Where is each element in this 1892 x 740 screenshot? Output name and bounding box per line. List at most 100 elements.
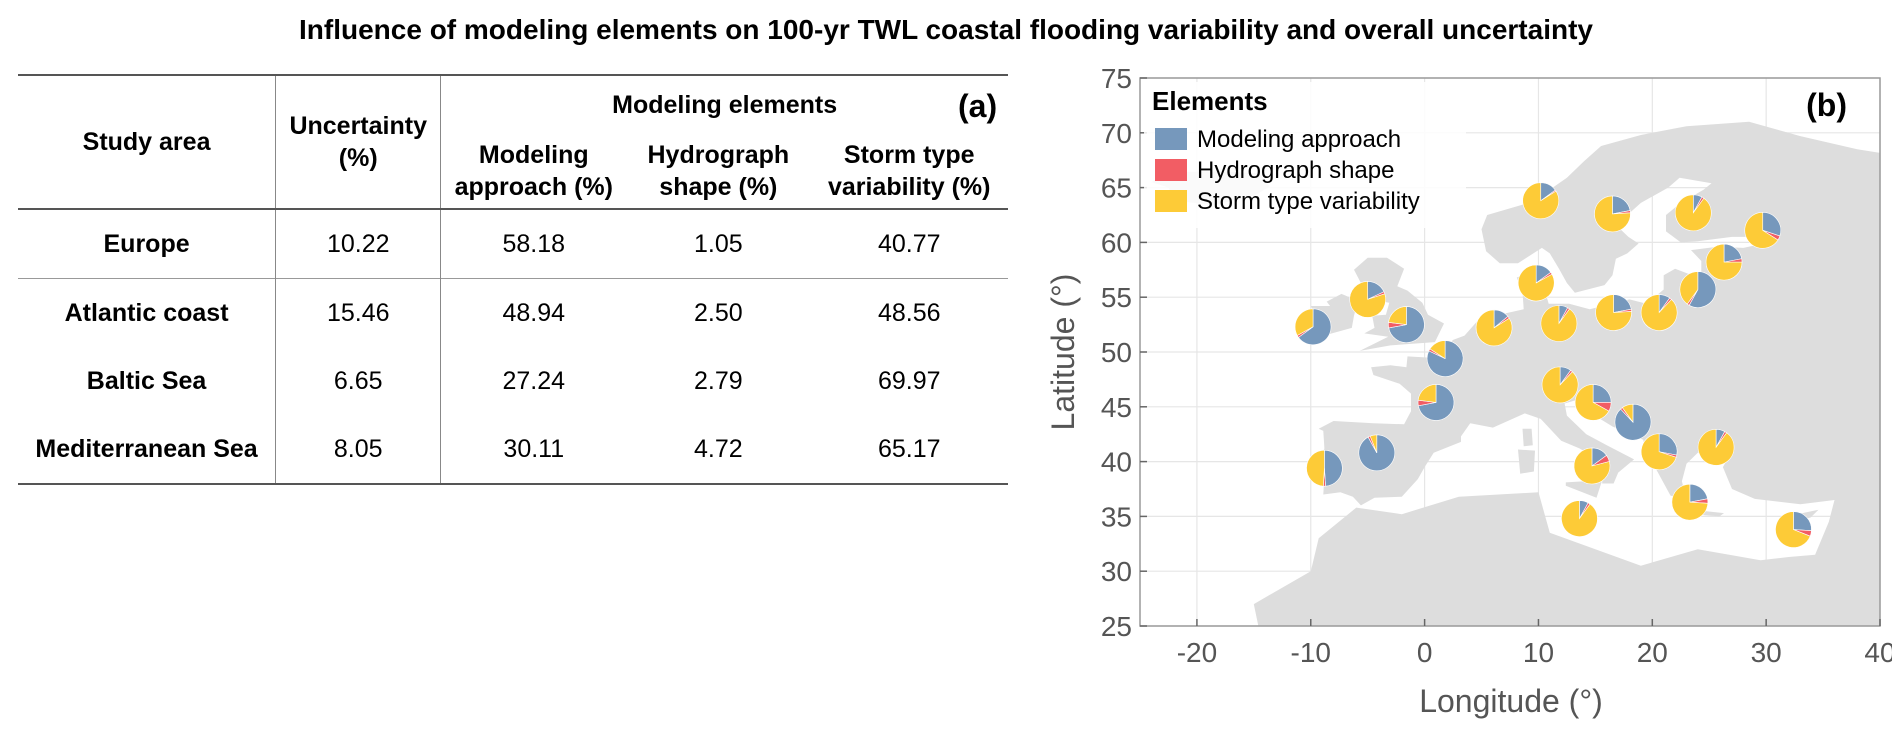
- cell-uncertainty: 6.65: [275, 347, 442, 415]
- x-tick-label: 10: [1523, 637, 1554, 668]
- pie-slice: [1417, 384, 1437, 403]
- pie-marker: [1561, 500, 1598, 537]
- pie-slice: [1369, 434, 1378, 453]
- y-tick-label: 25: [1101, 611, 1132, 642]
- pie-slice: [1540, 305, 1578, 342]
- legend: Elements Modeling approach Hydrograph sh…: [1144, 82, 1466, 228]
- legend-label-modeling: Modeling approach: [1197, 126, 1401, 153]
- pie-slice: [1475, 309, 1513, 347]
- pie-marker: [1349, 281, 1386, 318]
- pie-marker: [1573, 447, 1611, 485]
- pie-marker: [1358, 434, 1396, 472]
- legend-background: [1144, 82, 1466, 228]
- y-tick-label: 50: [1101, 337, 1132, 368]
- pie-slice: [1388, 306, 1407, 325]
- header-hydrograph-shape: Hydrograph shape (%): [626, 134, 811, 210]
- cell-modeling: 30.11: [503, 434, 565, 463]
- legend-label-storm: Storm type variability: [1197, 188, 1420, 215]
- y-tick-label: 65: [1101, 173, 1132, 204]
- table-row: Baltic Sea 6.65 27.24 2.79 69.97: [18, 347, 1008, 415]
- pie-slice: [1541, 366, 1579, 404]
- cell-uncertainty: 15.46: [275, 278, 442, 347]
- y-tick-label: 35: [1101, 501, 1132, 532]
- pie-marker: [1595, 294, 1632, 331]
- pie-slice: [1574, 384, 1610, 421]
- pie-slice: [1324, 449, 1343, 487]
- pie-slice: [1349, 281, 1386, 318]
- cell-modeling: 27.24: [502, 366, 566, 395]
- x-tick-label: -20: [1177, 637, 1217, 668]
- cell-modeling: 48.94: [440, 278, 627, 347]
- pie-slice: [1744, 212, 1779, 249]
- pie-marker: [1640, 433, 1678, 470]
- table-panel: Study area Uncertainty (%) Modeling elem…: [18, 74, 1008, 484]
- pie-slice: [1621, 403, 1634, 424]
- x-tick-label: 0: [1417, 637, 1433, 668]
- pie-slice: [1298, 308, 1332, 346]
- results-table: Study area Uncertainty (%) Modeling elem…: [18, 74, 1008, 485]
- pie-slice: [1775, 511, 1811, 548]
- cell-area: Mediterranean Sea: [18, 415, 277, 484]
- pie-slice: [1429, 340, 1446, 360]
- legend-title: Elements: [1152, 86, 1268, 116]
- pie-marker: [1417, 384, 1455, 421]
- y-tick-label: 60: [1101, 227, 1132, 258]
- pie-slice: [1573, 447, 1611, 485]
- table-row: Europe 10.22 58.18 1.05 40.77: [18, 209, 1008, 279]
- header-storm-type: Storm type variability (%): [810, 134, 1008, 210]
- y-axis-title: Latitude (°): [1045, 274, 1081, 431]
- y-tick-label: 75: [1101, 63, 1132, 94]
- pie-slice: [1522, 182, 1560, 220]
- cell-uncertainty: 8.05: [275, 415, 442, 484]
- cell-area: Atlantic coast: [18, 278, 277, 347]
- pie-slice: [1517, 264, 1555, 302]
- pie-slice: [1595, 294, 1632, 331]
- cell-uncertainty: 10.22: [275, 209, 442, 279]
- pie-marker: [1522, 182, 1560, 220]
- pie-marker: [1294, 308, 1332, 346]
- y-tick-label: 40: [1101, 447, 1132, 478]
- cell-area: Europe: [18, 209, 277, 279]
- y-tick-label: 70: [1101, 118, 1132, 149]
- pie-slice: [1762, 212, 1782, 237]
- legend-label-hydrograph: Hydrograph shape: [1197, 157, 1394, 184]
- header-hydrograph-shape-label: Hydrograph shape (%): [647, 141, 790, 201]
- x-axis-title: Longitude (°): [1419, 683, 1603, 719]
- pie-marker: [1640, 294, 1678, 331]
- x-tick-label: 20: [1637, 637, 1668, 668]
- pie-slice: [1705, 243, 1743, 281]
- pie-marker: [1388, 306, 1425, 343]
- pie-slice: [1561, 500, 1598, 537]
- pie-marker: [1426, 340, 1464, 377]
- pie-slice: [1671, 483, 1709, 521]
- panel-label-a: (a): [958, 88, 998, 124]
- y-tick-label: 30: [1101, 556, 1132, 587]
- panel-label-b: (b): [1806, 87, 1847, 123]
- pie-slice: [1658, 433, 1678, 456]
- pie-slice: [1793, 511, 1812, 531]
- pie-marker: [1540, 305, 1578, 342]
- pie-marker: [1705, 243, 1743, 281]
- y-tick-label: 45: [1101, 392, 1132, 423]
- table-row: Atlantic coast 15.46 48.94 2.50 48.56: [18, 278, 1008, 347]
- header-storm-type-label: Storm type variability (%): [827, 141, 991, 201]
- pie-map-chart: -20 -10 0 10 20 30 40 25 30 35 40 45 50 55 60 65 70 75 El…: [1045, 63, 1892, 719]
- pie-marker: [1594, 195, 1631, 233]
- legend-swatch-storm: [1155, 190, 1187, 212]
- header-uncertainty: Uncertainty (%): [275, 75, 442, 210]
- pie-marker: [1306, 449, 1343, 487]
- pie-slice: [1640, 294, 1678, 331]
- pie-marker: [1671, 483, 1709, 521]
- cell-hydrograph: 2.50: [626, 278, 811, 347]
- pie-marker: [1541, 366, 1579, 404]
- figure-title: Influence of modeling elements on 100-yr…: [299, 14, 1593, 45]
- cell-storm: 40.77: [877, 229, 941, 258]
- pie-markers: [1294, 182, 1812, 548]
- header-modeling-approach: Modeling approach (%): [440, 134, 627, 210]
- pie-slice: [1640, 433, 1677, 470]
- legend-swatch-modeling: [1155, 128, 1187, 150]
- header-modeling-approach-label: Modeling approach (%): [454, 141, 613, 201]
- pie-slice: [1594, 195, 1631, 233]
- y-tick-label: 55: [1101, 282, 1132, 313]
- pie-slice: [1306, 449, 1325, 487]
